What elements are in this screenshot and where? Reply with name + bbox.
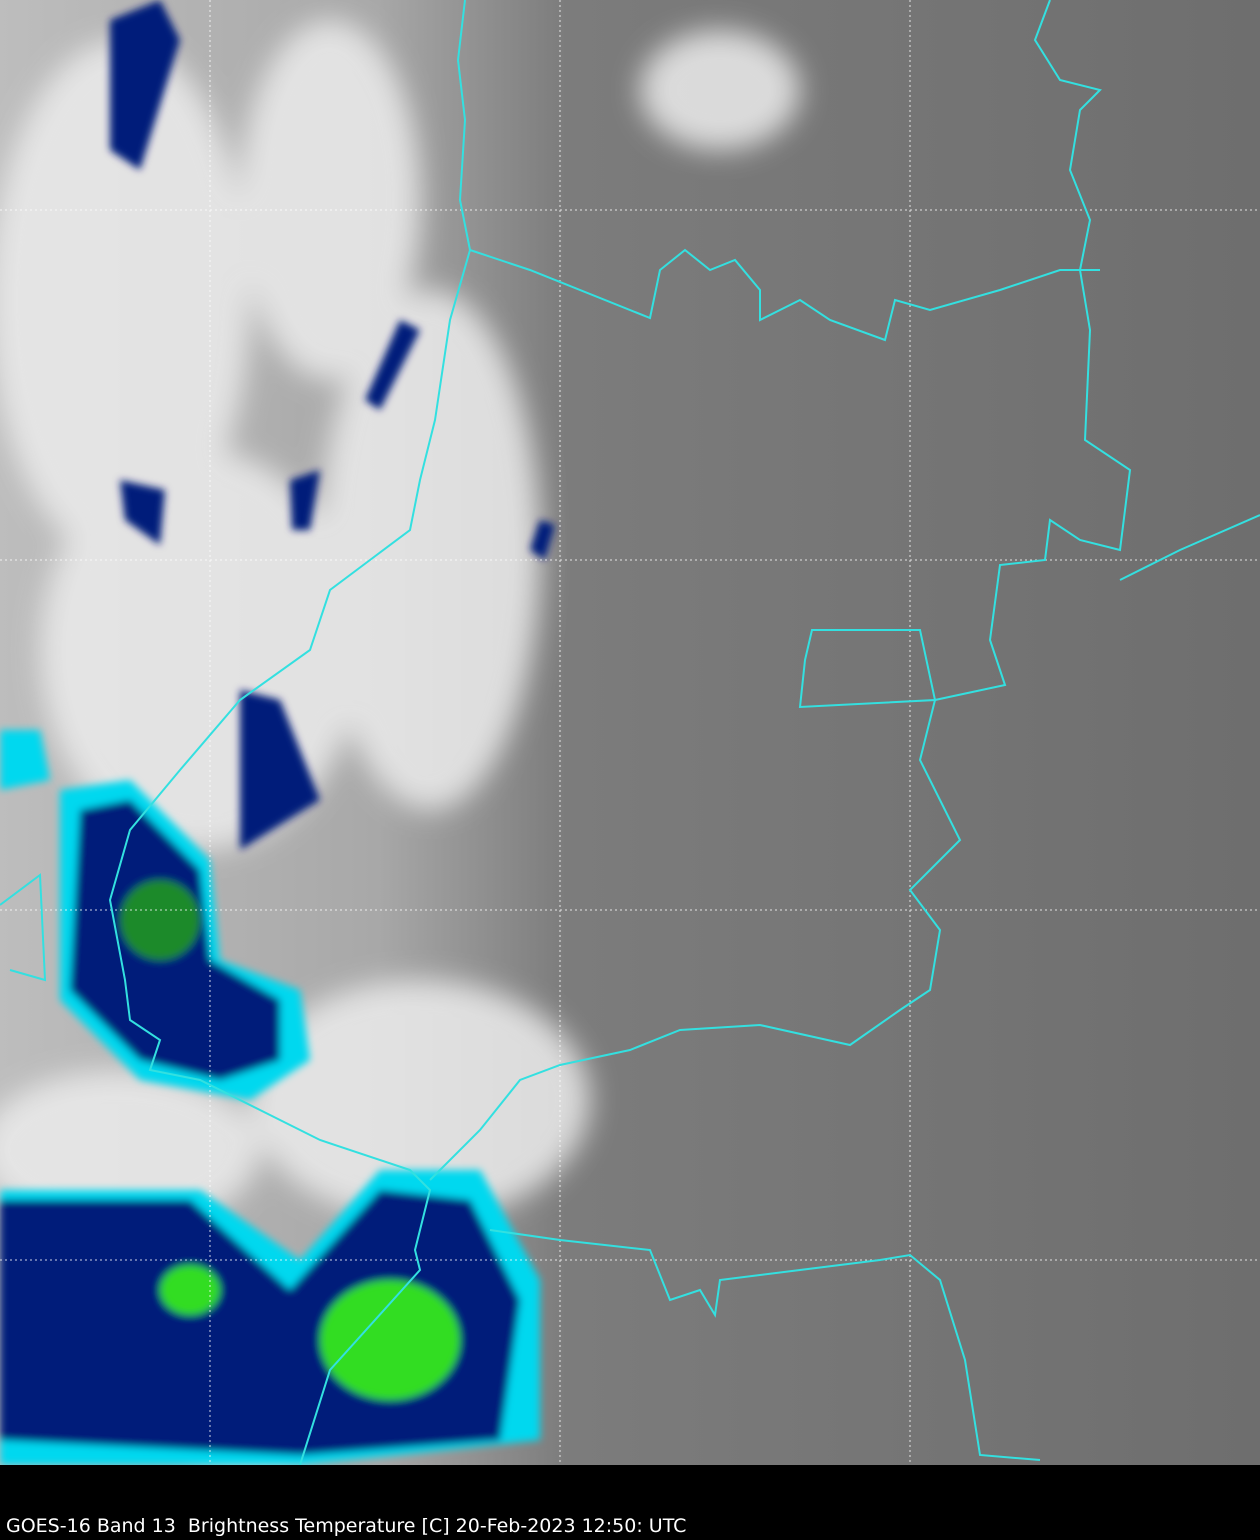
graticule-grid — [0, 0, 1260, 1465]
cold-cloud-tops — [0, 0, 555, 1465]
image-caption: GOES-16 Band 13 Brightness Temperature [… — [6, 1515, 687, 1537]
cloud-cover — [0, 20, 800, 1465]
political-borders — [0, 0, 1260, 1465]
satellite-map — [0, 0, 1260, 1465]
